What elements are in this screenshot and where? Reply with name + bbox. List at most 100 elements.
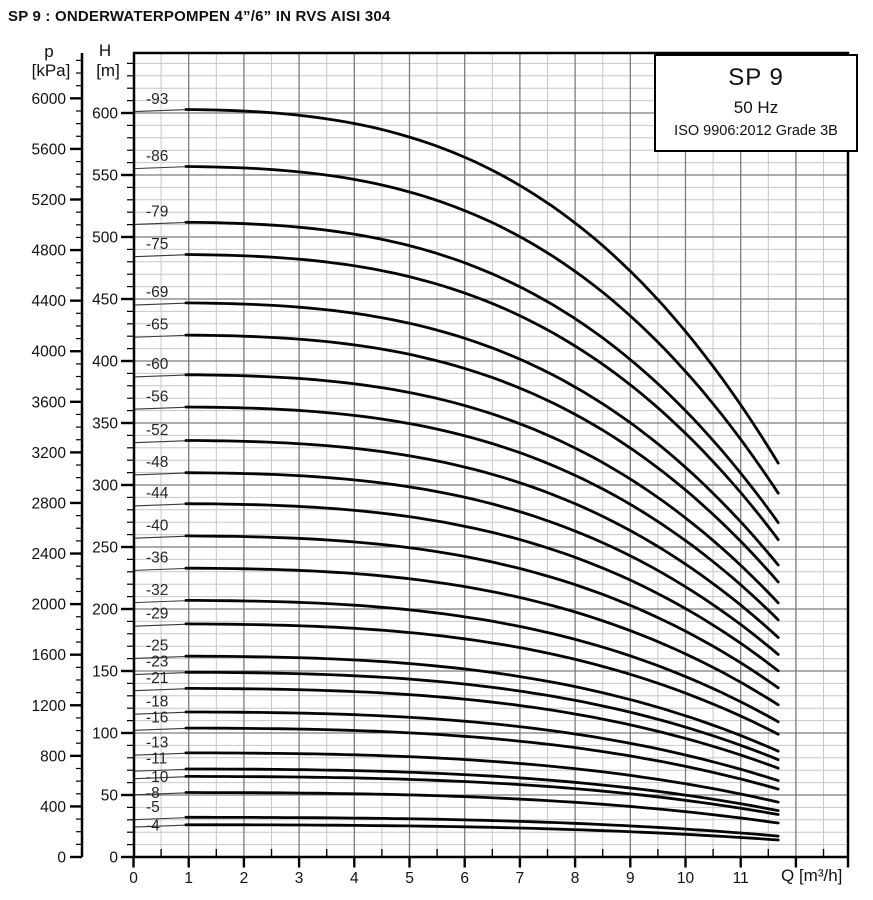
pump-curve--36: -36 [133, 550, 780, 707]
q-tick-label-4: 4 [350, 870, 359, 887]
curve-label--40: -40 [146, 517, 169, 534]
q-axis: 0 1 2 3 4 5 6 7 8 9 10 11 [129, 849, 850, 887]
curve-label--25: -25 [146, 638, 168, 655]
curve-label--13: -13 [146, 734, 168, 751]
pump-curve--86: -86 [133, 148, 780, 495]
h-tick-label-150: 150 [92, 664, 118, 681]
curve-path [184, 534, 780, 690]
pump-curve--32: -32 [133, 582, 780, 724]
curve-path [184, 775, 780, 816]
q-tick-label-5: 5 [405, 870, 414, 887]
curve-path [184, 767, 780, 812]
curve-label--18: -18 [146, 693, 168, 710]
curve-label--16: -16 [146, 710, 168, 727]
curve-label--75: -75 [146, 236, 168, 253]
p-axis-unit: [kPa] [31, 61, 71, 80]
pump-curve--10: -10 [133, 769, 780, 816]
p-tick-label-2800: 2800 [32, 495, 67, 512]
q-tick-label-0: 0 [129, 870, 138, 887]
h-tick-label-450: 450 [92, 292, 118, 309]
q-tick-label-6: 6 [460, 870, 469, 887]
pump-curve--44: -44 [133, 485, 780, 673]
pump-curves: -93 -86 -79 -75 -69 -65 -60 -56 -52 -48 -44 -40 -36 -… [133, 91, 780, 842]
curve-path [184, 751, 780, 804]
q-axis-label: Q [m³/h] [781, 866, 843, 885]
p-tick-label-1200: 1200 [32, 698, 67, 715]
pump-curve--52: -52 [133, 422, 780, 639]
curve-label--10: -10 [146, 769, 169, 786]
curve-path [184, 333, 780, 584]
curve-label--79: -79 [146, 204, 168, 221]
curve-label--32: -32 [146, 582, 168, 599]
p-tick-label-3200: 3200 [32, 445, 67, 462]
curve-label--48: -48 [146, 454, 168, 471]
p-tick-label-2000: 2000 [32, 597, 67, 614]
pump-curve--60: -60 [133, 356, 780, 605]
q-tick-label-11: 11 [733, 870, 749, 887]
curve-path [184, 439, 780, 639]
curve-path [184, 599, 780, 724]
p-axis: 0 400 800 1200 1600 2000 2400 2800 3200 3600 4000 4… [32, 53, 84, 867]
pump-curve--48: -48 [133, 454, 780, 656]
q-tick-label-9: 9 [626, 870, 635, 887]
curve-label--65: -65 [146, 316, 168, 333]
curve-path [184, 253, 780, 541]
curve-path [184, 405, 780, 622]
q-tick-label-2: 2 [240, 870, 249, 887]
curve-label--21: -21 [146, 670, 168, 687]
curve-path [184, 815, 780, 838]
curve-label--5: -5 [146, 799, 160, 816]
p-axis-name: p [44, 42, 54, 61]
pump-curve--40: -40 [133, 517, 780, 690]
curve-path [184, 823, 780, 842]
legend-box: SP 9 50 Hz ISO 9906:2012 Grade 3B [654, 54, 858, 152]
p-tick-label-4400: 4400 [32, 293, 67, 310]
curve-label--93: -93 [146, 91, 168, 108]
curve-label--60: -60 [146, 356, 169, 373]
p-tick-label-800: 800 [40, 748, 66, 765]
h-axis: 0 50 100 150 200 250 300 350 400 450 500 550 600 [92, 62, 134, 867]
pump-curve--5: -5 [133, 799, 780, 838]
h-axis-unit: [m] [96, 61, 120, 80]
pump-curve--56: -56 [133, 388, 780, 622]
curve-label--36: -36 [146, 550, 168, 567]
h-axis-name: H [98, 41, 112, 60]
curve-label--86: -86 [146, 148, 168, 165]
q-tick-label-3: 3 [295, 870, 304, 887]
curve-path [184, 502, 780, 673]
curve-path [184, 108, 780, 465]
curve-path [184, 710, 780, 782]
q-tick-label-8: 8 [571, 870, 580, 887]
pump-curve--69: -69 [133, 284, 780, 567]
h-tick-label-350: 350 [92, 416, 118, 433]
pump-curve--25: -25 [133, 638, 780, 753]
curve-path [184, 791, 780, 825]
curve-label--8: -8 [146, 785, 160, 802]
pump-curve--21: -21 [133, 670, 780, 770]
page-title: SP 9 : ONDERWATERPOMPEN 4”/6” IN RVS AIS… [8, 8, 391, 25]
h-tick-label-500: 500 [92, 230, 118, 247]
h-tick-label-400: 400 [92, 354, 118, 371]
pump-curve--11: -11 [133, 750, 780, 812]
curve-path [184, 654, 780, 753]
h-tick-label-600: 600 [92, 106, 118, 123]
pump-curve--93: -93 [133, 91, 780, 465]
legend-standard: ISO 9906:2012 Grade 3B [674, 123, 838, 139]
pump-curve--4: -4 [133, 817, 780, 842]
curve-path [184, 471, 780, 656]
curve-label--44: -44 [146, 485, 169, 502]
h-tick-label-550: 550 [92, 168, 118, 185]
p-tick-label-5600: 5600 [32, 141, 67, 158]
curve-label--29: -29 [146, 605, 168, 622]
pump-curve--8: -8 [133, 785, 780, 825]
legend-model: SP 9 [728, 64, 784, 91]
pump-curve--23: -23 [133, 654, 780, 762]
p-tick-label-0: 0 [57, 850, 66, 867]
h-tick-label-50: 50 [101, 788, 119, 805]
p-tick-label-4000: 4000 [32, 344, 67, 361]
p-tick-label-6000: 6000 [32, 91, 67, 108]
legend-frequency: 50 Hz [733, 98, 779, 117]
curve-path [184, 373, 780, 605]
